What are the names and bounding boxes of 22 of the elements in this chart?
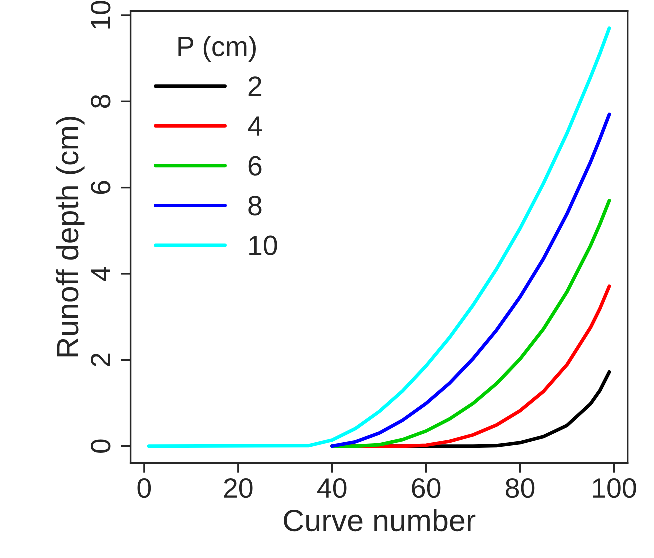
y-tick-label: 6 [91,181,111,194]
x-axis-title: Curve number [284,509,476,532]
y-tick-label: 0 [91,440,111,453]
x-tick-label: 60 [412,478,441,498]
legend-label: 10 [250,236,278,256]
line-series [147,26,612,448]
legend-label: 2 [248,76,262,96]
legend-label: 4 [248,116,262,136]
y-tick-label: 2 [91,354,110,366]
x-tick-label: 20 [224,478,253,498]
x-tick-label: 40 [318,478,347,498]
legend-title: P (cm) [178,36,256,62]
line-series [330,112,612,448]
y-tick-label: 10 [91,1,111,29]
y-tick-label: 8 [91,95,111,108]
y-tick-label: 4 [91,267,110,282]
x-tick-label: 100 [593,478,636,498]
legend-label: 8 [248,196,262,216]
x-tick-label: 0 [138,478,152,498]
legend-label: 6 [248,156,262,176]
x-tick-label: 80 [506,478,535,498]
y-axis-title: Runoff depth (cm) [56,117,85,357]
